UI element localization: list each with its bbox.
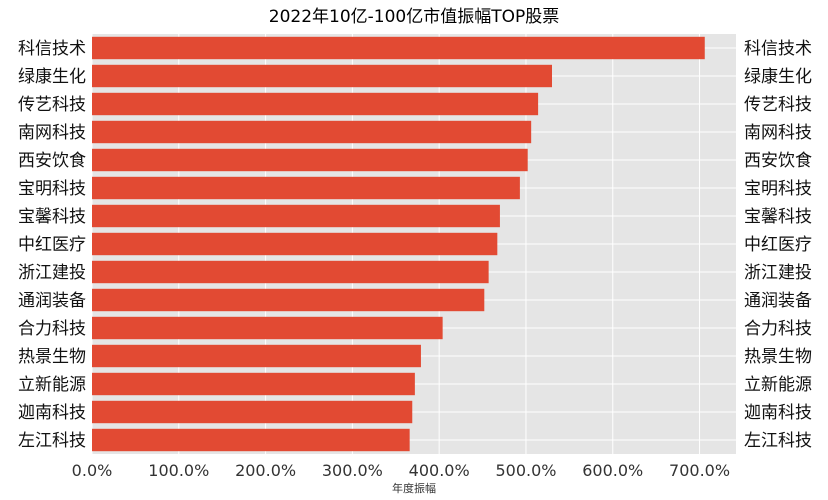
category-label-right: 传艺科技: [744, 95, 812, 115]
bar-5: [92, 176, 520, 200]
category-label-right: 通润装备: [744, 291, 812, 311]
x-axis-ticks: 0.0% 100.0% 200.0% 300.0% 400.0% 500.0% 600.0%…: [72, 461, 730, 480]
x-tick-label: 300.0%: [322, 461, 383, 480]
bar-6: [92, 204, 500, 228]
category-label-left: 绿康生化: [18, 67, 86, 87]
bar-13: [92, 400, 413, 424]
bar-10: [92, 316, 443, 340]
x-tick-label: 600.0%: [582, 461, 643, 480]
category-label-right: 浙江建投: [744, 263, 812, 283]
category-label-left: 通润装备: [18, 291, 86, 311]
category-label-right: 宝明科技: [744, 179, 812, 199]
bar-0: [92, 36, 705, 60]
x-tick-label: 0.0%: [72, 461, 113, 480]
bar-14: [92, 428, 410, 452]
category-label-left: 热景生物: [18, 347, 86, 367]
bar-12: [92, 372, 415, 396]
bar-11: [92, 344, 421, 368]
category-label-left: 西安饮食: [18, 151, 86, 171]
x-tick-label: 400.0%: [409, 461, 470, 480]
category-label-left: 迦南科技: [18, 403, 86, 423]
category-label-right: 宝馨科技: [744, 207, 812, 227]
category-label-right: 立新能源: [744, 375, 812, 395]
x-axis-label: 年度振幅: [392, 481, 436, 495]
category-label-right: 南网科技: [744, 123, 812, 143]
x-tick-label: 700.0%: [669, 461, 730, 480]
category-label-left: 科信技术: [18, 39, 86, 59]
category-label-right: 绿康生化: [744, 67, 812, 87]
bar-8: [92, 260, 489, 284]
category-label-left: 宝馨科技: [18, 207, 86, 227]
bar-9: [92, 288, 485, 312]
category-label-left: 立新能源: [18, 375, 86, 395]
category-label-left: 传艺科技: [18, 95, 86, 115]
category-label-right: 科信技术: [744, 39, 812, 59]
x-tick-label: 200.0%: [235, 461, 296, 480]
y-axis-labels-right: 科信技术绿康生化传艺科技南网科技西安饮食宝明科技宝馨科技中红医疗浙江建投通润装备…: [744, 39, 812, 451]
category-label-left: 浙江建投: [18, 263, 86, 283]
bar-2: [92, 92, 539, 116]
category-label-left: 左江科技: [18, 431, 86, 451]
x-tick-label: 100.0%: [148, 461, 209, 480]
y-axis-labels-left: 科信技术绿康生化传艺科技南网科技西安饮食宝明科技宝馨科技中红医疗浙江建投通润装备…: [18, 39, 86, 451]
x-tick-label: 500.0%: [495, 461, 556, 480]
category-label-left: 宝明科技: [18, 179, 86, 199]
category-label-left: 中红医疗: [18, 235, 86, 255]
category-label-left: 合力科技: [18, 319, 86, 339]
bar-7: [92, 232, 498, 256]
category-label-right: 合力科技: [744, 319, 812, 339]
category-label-right: 中红医疗: [744, 235, 812, 255]
category-label-right: 迦南科技: [744, 403, 812, 423]
bars: [92, 36, 705, 452]
bar-3: [92, 120, 532, 144]
bar-1: [92, 64, 552, 88]
bar-4: [92, 148, 528, 172]
category-label-right: 西安饮食: [744, 151, 812, 171]
category-label-right: 热景生物: [744, 347, 812, 367]
category-label-right: 左江科技: [744, 431, 812, 451]
category-label-left: 南网科技: [18, 123, 86, 143]
chart-title: 2022年10亿-100亿市值振幅TOP股票: [269, 7, 560, 27]
